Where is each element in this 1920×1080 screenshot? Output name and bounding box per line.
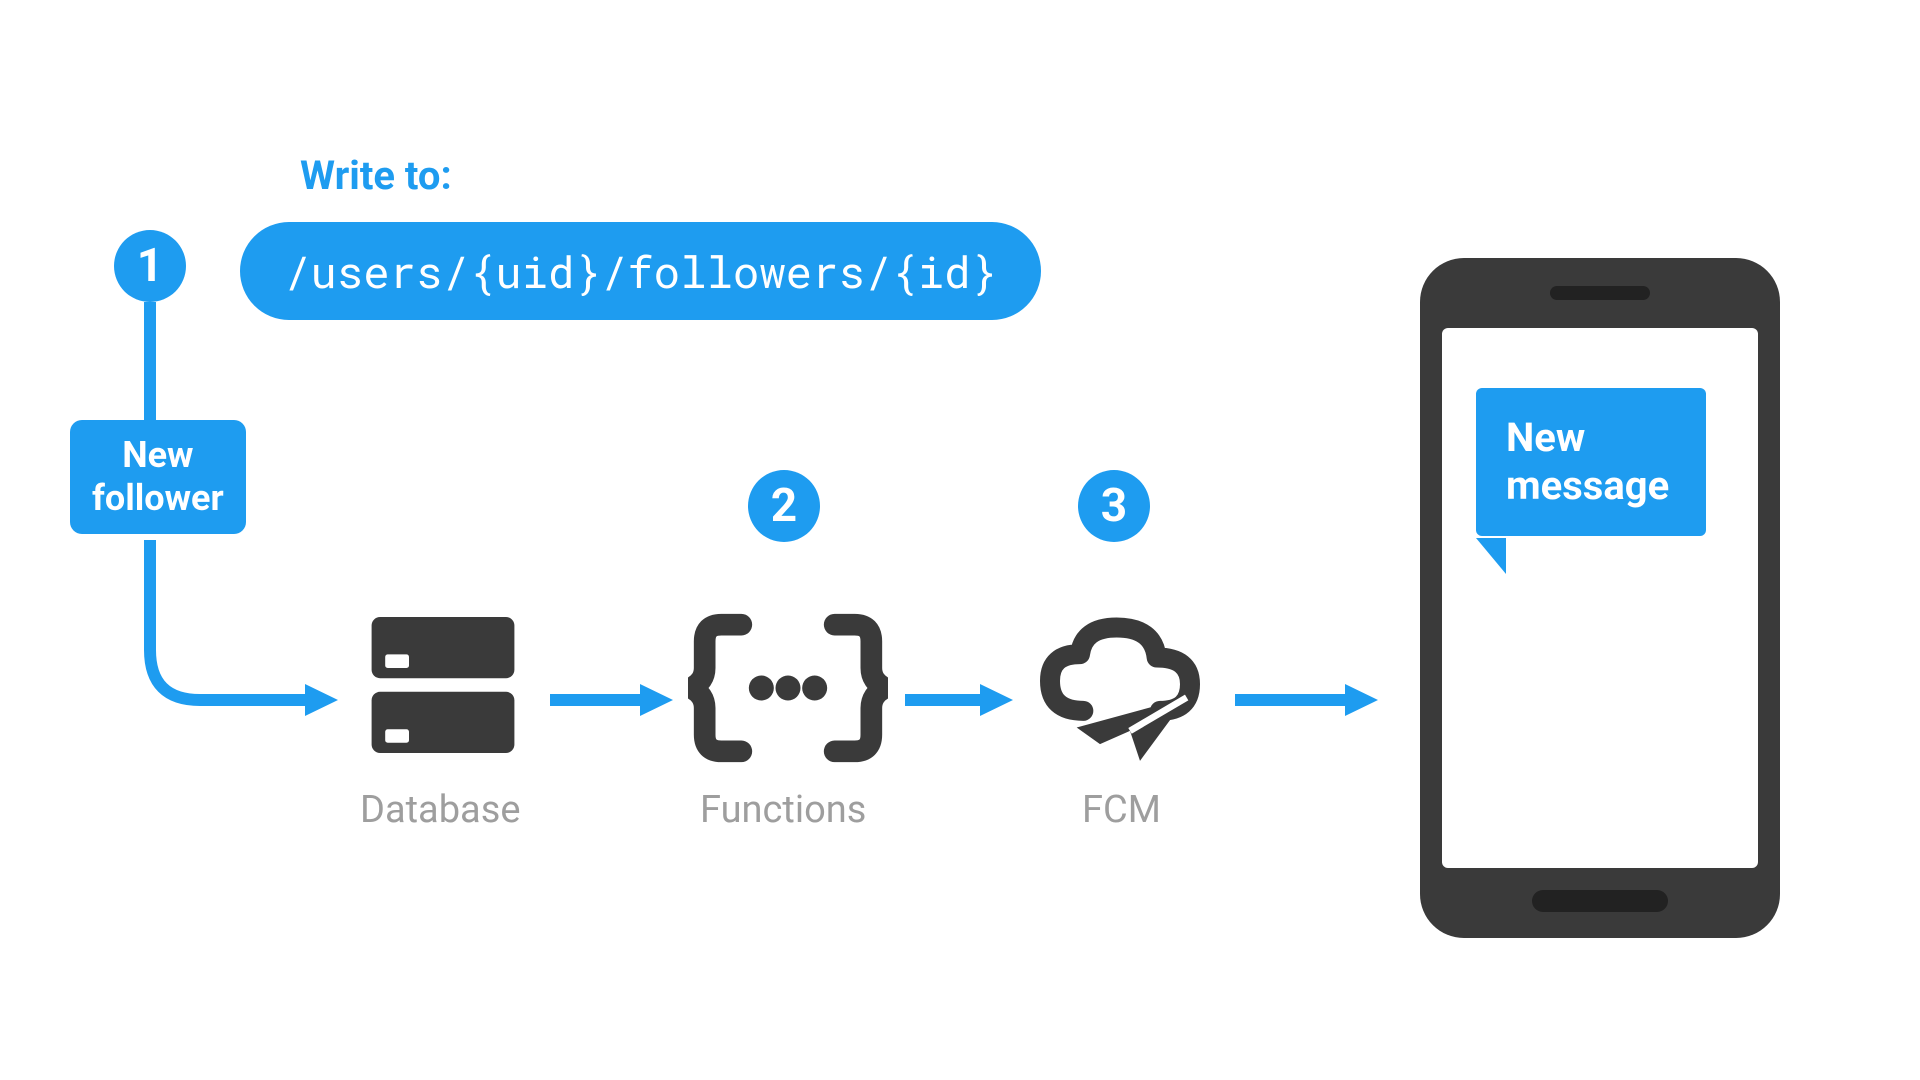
bubble-line2: message	[1506, 462, 1669, 509]
bubble-line1: New	[1506, 414, 1585, 461]
new-message-bubble: New message	[1476, 388, 1706, 536]
phone-screen: New message	[1442, 328, 1758, 868]
phone-home-button	[1532, 890, 1668, 912]
new-message-bubble-tail	[1476, 538, 1506, 574]
phone-frame: New message	[1420, 258, 1780, 938]
phone-speaker	[1550, 286, 1650, 300]
